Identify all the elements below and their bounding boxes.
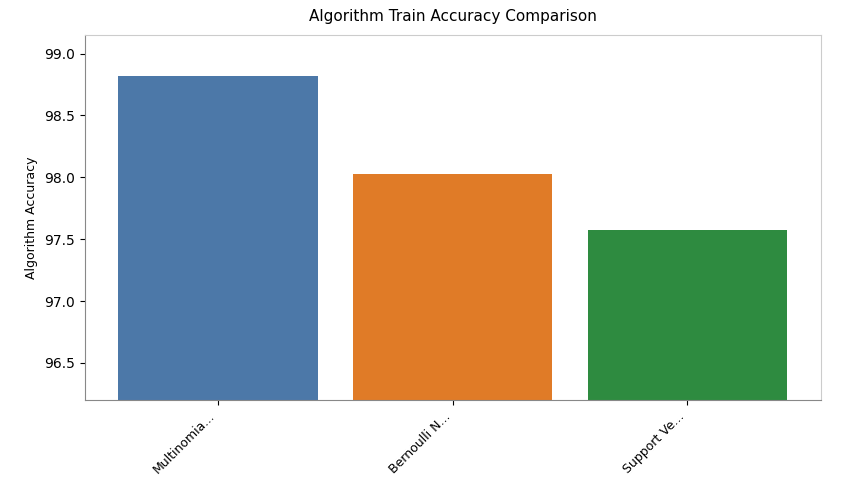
Title: Algorithm Train Accuracy Comparison: Algorithm Train Accuracy Comparison (309, 9, 596, 24)
Bar (118, 76, 317, 500)
Bar (353, 174, 552, 500)
Y-axis label: Algorithm Accuracy: Algorithm Accuracy (25, 156, 38, 279)
Bar (588, 230, 787, 500)
